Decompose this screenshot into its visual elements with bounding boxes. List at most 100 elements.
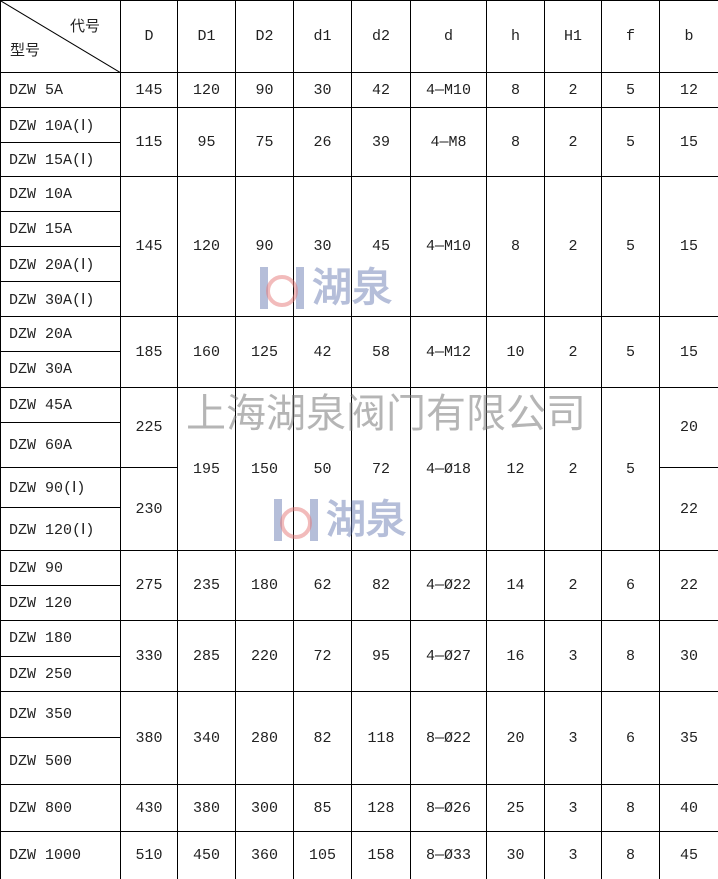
value-cell-d: 145 xyxy=(120,72,178,108)
value-cell-b: 20 xyxy=(659,387,718,468)
value-cell-h: 25 xyxy=(486,784,545,832)
value-cell-h: 8 xyxy=(486,72,545,108)
value-cell-d2: 158 xyxy=(351,831,411,879)
column-header-d1: d1 xyxy=(293,0,352,73)
value-cell-d1: 120 xyxy=(177,176,236,317)
model-cell: DZW 500 xyxy=(0,737,121,785)
value-cell-b: 35 xyxy=(659,691,718,785)
value-cell-d2: 45 xyxy=(351,176,411,317)
value-cell-d1: 95 xyxy=(177,107,236,177)
column-header-d2: D2 xyxy=(235,0,294,73)
diagonal-line xyxy=(1,1,121,73)
model-cell: DZW 10A xyxy=(0,176,121,212)
value-cell-f: 8 xyxy=(601,831,660,879)
value-cell-d2: 58 xyxy=(351,316,411,388)
value-cell-d2: 39 xyxy=(351,107,411,177)
value-cell-f: 5 xyxy=(601,107,660,177)
value-cell-d2: 82 xyxy=(351,550,411,621)
value-cell-d1: 82 xyxy=(293,691,352,785)
value-cell-d: 4—Ø22 xyxy=(410,550,487,621)
value-cell-h1: 2 xyxy=(544,107,602,177)
value-cell-b: 15 xyxy=(659,176,718,317)
table-row: DZW 1000 510 450 360 105 158 8—Ø33 30 3 8 45 xyxy=(0,831,718,879)
value-cell-d1: 285 xyxy=(177,620,236,692)
value-cell-d2: 72 xyxy=(351,387,411,551)
value-cell-h1: 2 xyxy=(544,550,602,621)
value-cell-h1: 3 xyxy=(544,691,602,785)
value-cell-d: 8—Ø33 xyxy=(410,831,487,879)
value-cell-d1: 235 xyxy=(177,550,236,621)
value-cell-d1: 450 xyxy=(177,831,236,879)
value-cell-b: 12 xyxy=(659,72,718,108)
value-cell-d: 330 xyxy=(120,620,178,692)
value-cell-d: 8—Ø22 xyxy=(410,691,487,785)
column-header-d2: d2 xyxy=(351,0,411,73)
value-cell-h1: 2 xyxy=(544,72,602,108)
value-cell-b: 15 xyxy=(659,107,718,177)
value-cell-d: 230 xyxy=(120,467,178,551)
value-cell-f: 5 xyxy=(601,176,660,317)
table-row: DZW 45A 225 195 150 50 72 4—Ø18 12 2 5 20 xyxy=(0,387,718,551)
model-cell: DZW 1000 xyxy=(0,831,121,879)
value-cell-d2: 360 xyxy=(235,831,294,879)
value-cell-h1: 3 xyxy=(544,620,602,692)
model-cell: DZW 800 xyxy=(0,784,121,832)
table-row: DZW 800 430 380 300 85 128 8—Ø26 25 3 8 40 xyxy=(0,784,718,832)
value-cell-d: 4—M8 xyxy=(410,107,487,177)
model-cell: DZW 30A xyxy=(0,351,121,388)
value-cell-d1: 26 xyxy=(293,107,352,177)
table-row: DZW 120 xyxy=(0,585,718,621)
value-cell-d: 275 xyxy=(120,550,178,621)
value-cell-d: 185 xyxy=(120,316,178,388)
value-cell-f: 5 xyxy=(601,387,660,551)
table-row: DZW 10A(Ⅰ) 115 95 75 26 39 4—M8 8 2 5 15 xyxy=(0,107,718,177)
value-cell-d2: 90 xyxy=(235,176,294,317)
column-header-f: f xyxy=(601,0,660,73)
value-cell-b: 40 xyxy=(659,784,718,832)
value-cell-d1: 30 xyxy=(293,176,352,317)
table-row: DZW 20A 185 160 125 42 58 4—M12 10 2 5 15 xyxy=(0,316,718,388)
table-row: DZW 30A(Ⅰ) xyxy=(0,281,718,317)
column-header-d: D xyxy=(120,0,178,73)
model-cell: DZW 10A(Ⅰ) xyxy=(0,107,121,143)
value-cell-d2: 128 xyxy=(351,784,411,832)
table-row: DZW 15A(Ⅰ) xyxy=(0,142,718,177)
value-cell-b: 30 xyxy=(659,620,718,692)
value-cell-d1: 72 xyxy=(293,620,352,692)
value-cell-d1: 62 xyxy=(293,550,352,621)
value-cell-f: 8 xyxy=(601,620,660,692)
column-header-h: h xyxy=(486,0,545,73)
value-cell-d: 4—Ø27 xyxy=(410,620,487,692)
model-cell: DZW 5A xyxy=(0,72,121,108)
value-cell-d: 225 xyxy=(120,387,178,468)
model-cell: DZW 350 xyxy=(0,691,121,738)
value-cell-d2: 75 xyxy=(235,107,294,177)
model-cell: DZW 90(Ⅰ) xyxy=(0,467,121,508)
model-cell: DZW 120(Ⅰ) xyxy=(0,507,121,551)
value-cell-h: 10 xyxy=(486,316,545,388)
value-cell-d2: 180 xyxy=(235,550,294,621)
table-row: DZW 180 330 285 220 72 95 4—Ø27 16 3 8 30 xyxy=(0,620,718,692)
value-cell-d1: 30 xyxy=(293,72,352,108)
table-row: DZW 5A 145 120 90 30 42 4—M10 8 2 5 12 xyxy=(0,72,718,108)
model-cell: DZW 120 xyxy=(0,585,121,621)
value-cell-d: 145 xyxy=(120,176,178,317)
value-cell-d2: 95 xyxy=(351,620,411,692)
table-row: DZW 60A xyxy=(0,422,718,468)
table-body: DZW 5A 145 120 90 30 42 4—M10 8 2 5 12 DZW 10A(Ⅰ) 11… xyxy=(0,72,718,879)
value-cell-d: 8—Ø26 xyxy=(410,784,487,832)
value-cell-d: 430 xyxy=(120,784,178,832)
corner-code-label: 代号 xyxy=(69,17,100,35)
table-row: DZW 10A 145 120 90 30 45 4—M10 8 2 5 15 xyxy=(0,176,718,317)
column-header-b: b xyxy=(659,0,718,73)
value-cell-f: 8 xyxy=(601,784,660,832)
value-cell-d2: 42 xyxy=(351,72,411,108)
value-cell-d2: 150 xyxy=(235,387,294,551)
value-cell-h1: 2 xyxy=(544,316,602,388)
value-cell-h1: 2 xyxy=(544,176,602,317)
model-cell: DZW 20A(Ⅰ) xyxy=(0,246,121,282)
value-cell-d1: 340 xyxy=(177,691,236,785)
value-cell-d1: 380 xyxy=(177,784,236,832)
model-cell: DZW 250 xyxy=(0,656,121,692)
